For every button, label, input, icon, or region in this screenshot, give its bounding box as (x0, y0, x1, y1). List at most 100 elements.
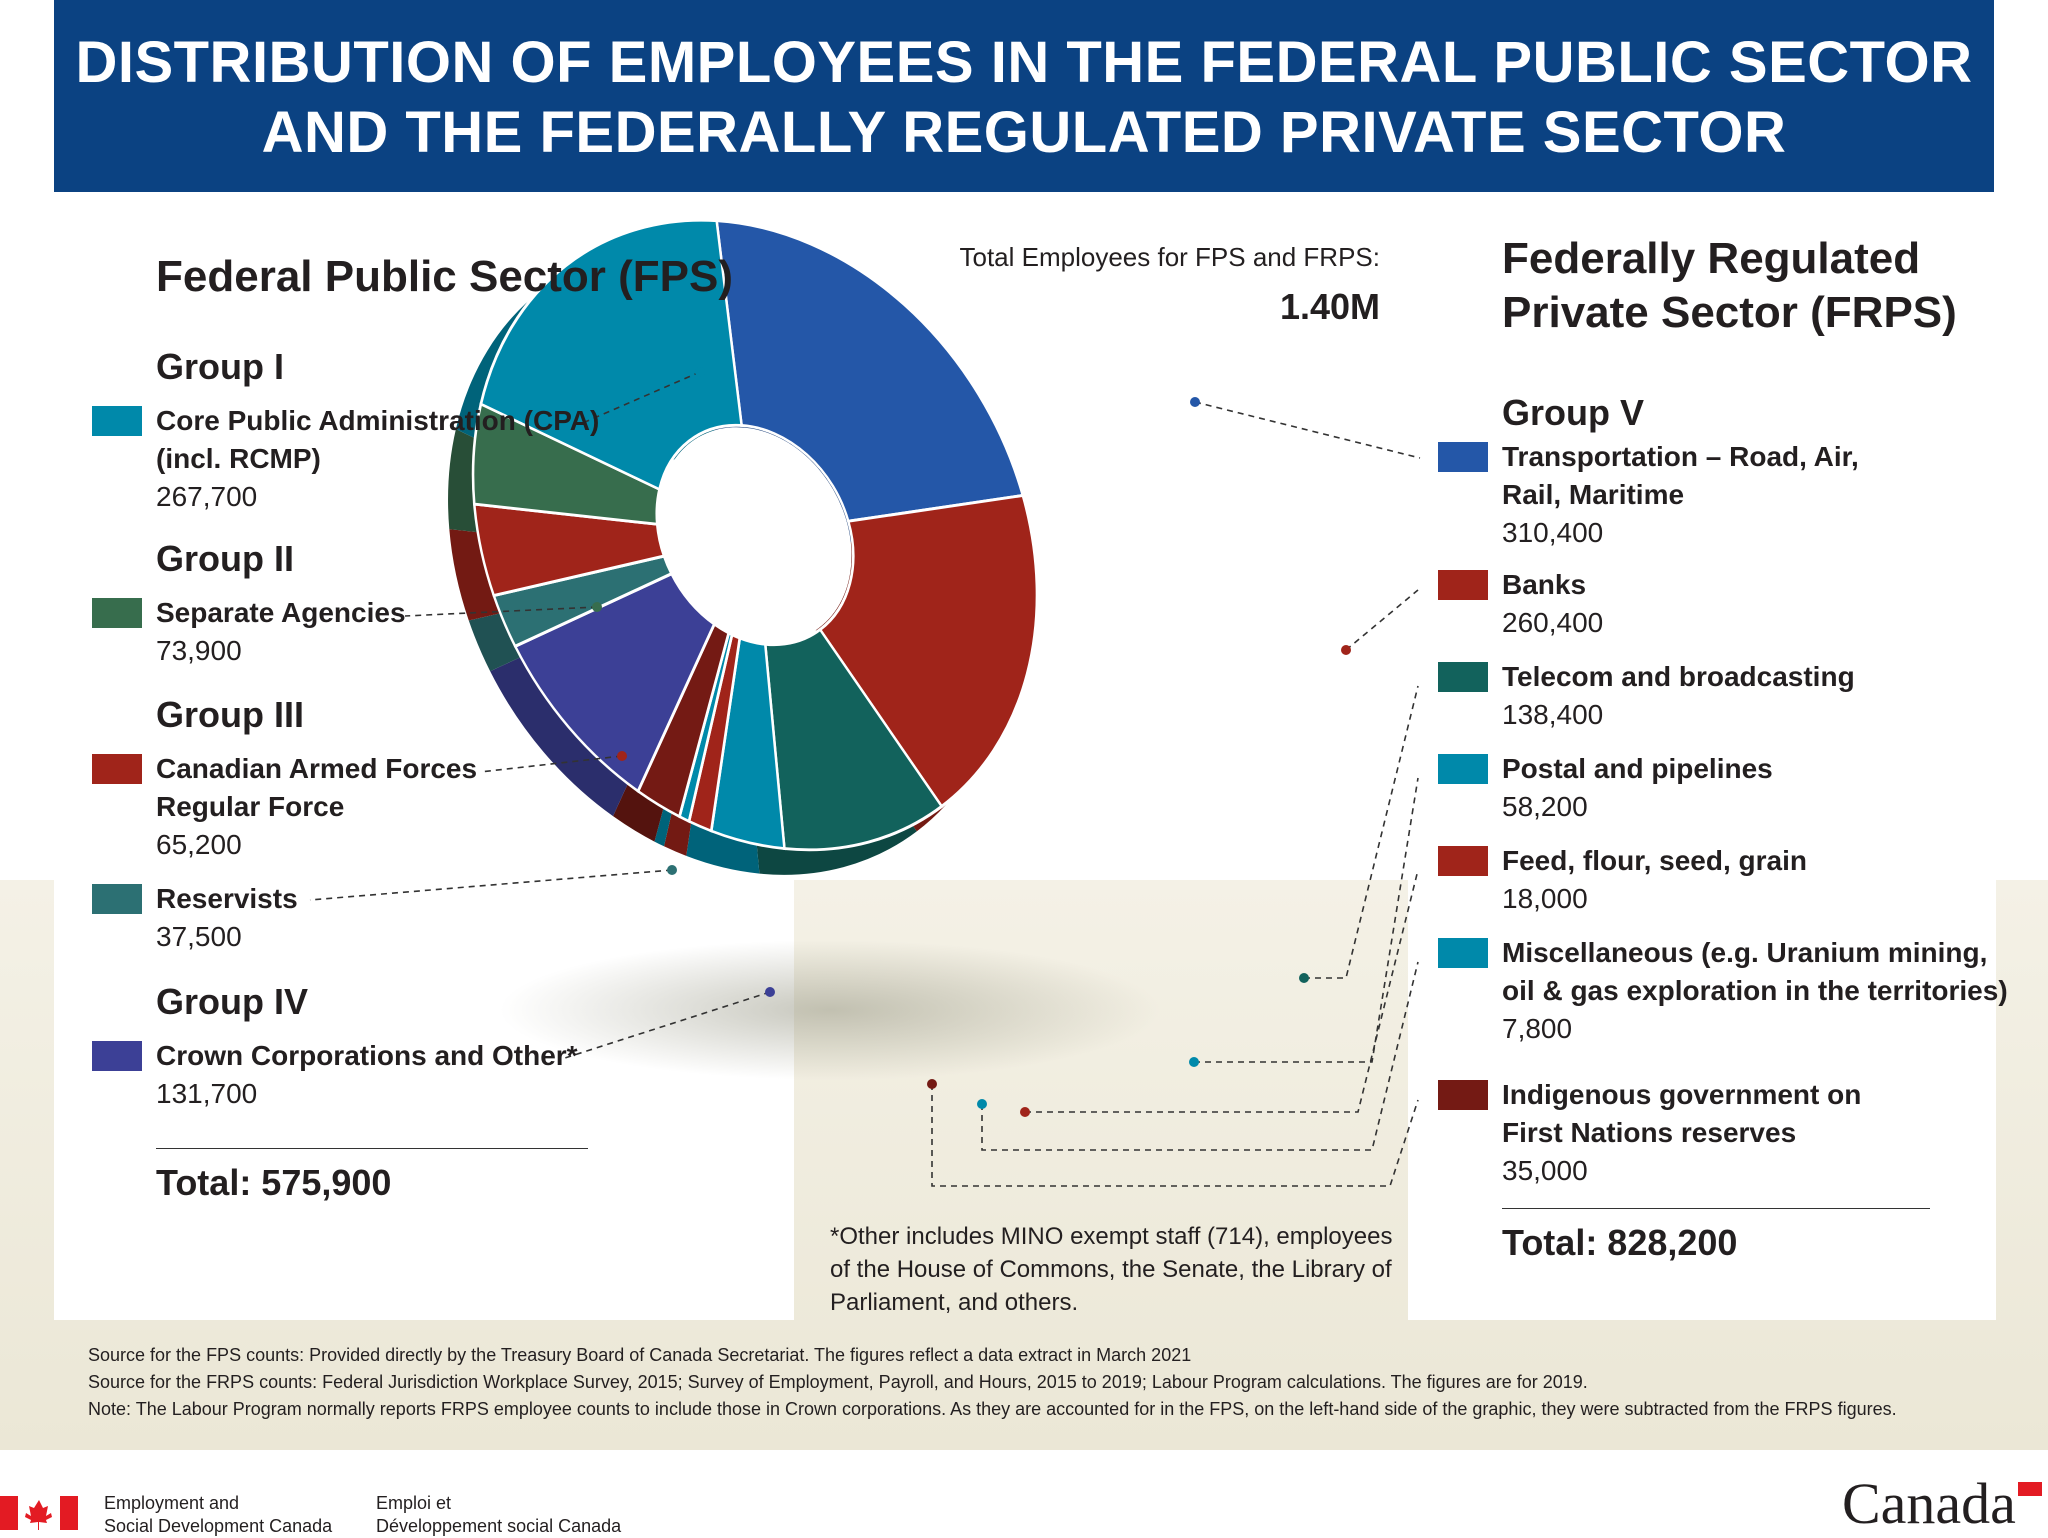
leader-dot (1020, 1107, 1030, 1117)
total-employees: Total Employees for FPS and FRPS: 1.40M (900, 238, 1380, 328)
legend-swatch (92, 1041, 142, 1071)
legend-label: Banks (1502, 569, 1587, 600)
group-heading: Group II (156, 538, 294, 579)
leader-line (564, 991, 771, 1059)
legend-label: Feed, flour, seed, grain (1502, 845, 1807, 876)
dept-en-line: Social Development Canada (104, 1516, 333, 1536)
department-name-en: Employment and Social Development Canada (104, 1492, 332, 1538)
legend-label: Miscellaneous (e.g. Uranium mining, (1502, 937, 1988, 968)
page-title-line-2: AND THE FEDERALLY REGULATED PRIVATE SECT… (261, 100, 1787, 165)
leader-line (1025, 869, 1419, 1113)
fps-heading: Federal Public Sector (FPS) (156, 252, 734, 301)
legend-swatch (1438, 1080, 1488, 1110)
legend-value: 310,400 (1502, 517, 1604, 548)
leader-line (1345, 589, 1419, 651)
source-frps: Source for the FRPS counts: Federal Juri… (88, 1372, 1588, 1392)
footnote: *Other includes MINO exempt staff (714),… (830, 1220, 1392, 1319)
leader-dot (977, 1099, 987, 1109)
chart-shadow (500, 940, 1160, 1080)
donut-slice (818, 493, 1039, 809)
total-employees-value: 1.40M (1279, 286, 1380, 327)
source-note: Note: The Labour Program normally report… (88, 1399, 1897, 1419)
donut-slice (715, 219, 1025, 523)
legend-value: 18,000 (1502, 883, 1588, 914)
legend-label: Canadian Armed Forces (156, 753, 478, 784)
legend-value: 260,400 (1502, 607, 1604, 638)
leader-line (1304, 685, 1419, 979)
legend-swatch (1438, 938, 1488, 968)
leader-dot (1190, 397, 1200, 407)
frps-total: Total: 828,200 (1502, 1222, 1738, 1263)
legend-swatch (1438, 442, 1488, 472)
legend-value: 58,200 (1502, 791, 1588, 822)
footnote-line: Parliament, and others. (830, 1289, 1079, 1316)
legend-label: oil & gas exploration in the territories… (1502, 975, 2008, 1006)
legend-label: First Nations reserves (1502, 1117, 1797, 1148)
legend-swatch (92, 754, 142, 784)
leader-dot (592, 602, 602, 612)
legend-swatch (1438, 846, 1488, 876)
total-employees-label: Total Employees for FPS and FRPS: (959, 242, 1380, 272)
legend-label: Core Public Administration (CPA) (156, 405, 600, 436)
canada-wordmark: Canada (1842, 1471, 2016, 1536)
leader-dot (695, 367, 705, 377)
frps-divider (1502, 1208, 1930, 1209)
legend-label: Transportation – Road, Air, (1502, 441, 1859, 472)
legend-value: 35,000 (1502, 1155, 1588, 1186)
leader-line (584, 371, 701, 423)
wordmark-flag-icon (2018, 1482, 2042, 1496)
canada-flag-icon (0, 1496, 78, 1530)
legend-label: Separate Agencies (156, 597, 406, 628)
legend-value: 73,900 (156, 635, 242, 666)
legend-swatch (1438, 570, 1488, 600)
legend-value: 267,700 (156, 481, 258, 512)
leader-line (1194, 401, 1421, 459)
leader-dot (1299, 973, 1309, 983)
frps-heading: Federally Regulated Private Sector (FRPS… (1502, 232, 1957, 340)
source-fps: Source for the FPS counts: Provided dire… (88, 1345, 1192, 1365)
dept-en-line: Employment and (104, 1493, 240, 1513)
leader-dot (927, 1079, 937, 1089)
sources: Source for the FPS counts: Provided dire… (88, 1342, 1897, 1423)
leader-dot (1341, 645, 1351, 655)
frps-heading-line-2: Private Sector (FRPS) (1502, 288, 1957, 337)
legend-swatch (92, 598, 142, 628)
page-title-line-1: DISTRIBUTION OF EMPLOYEES IN THE FEDERAL… (75, 30, 1973, 95)
frps-panel (1408, 160, 1996, 1320)
legend-swatch (1438, 662, 1488, 692)
legend-value: 37,500 (156, 921, 242, 952)
legend-label: Regular Force (156, 791, 345, 822)
group-heading: Group I (156, 346, 284, 387)
title-banner: DISTRIBUTION OF EMPLOYEES IN THE FEDERAL… (54, 0, 1994, 192)
leader-dot (667, 865, 677, 875)
donut-slice (763, 627, 944, 852)
legend-value: 65,200 (156, 829, 242, 860)
leader-line (1194, 777, 1419, 1063)
leader-line (479, 755, 623, 773)
leader-dot (617, 751, 627, 761)
leader-line (981, 961, 1419, 1151)
leader-dot (765, 987, 775, 997)
dept-fr-line: Emploi et (376, 1493, 452, 1513)
legend-value: 131,700 (156, 1078, 258, 1109)
legend-label: Postal and pipelines (1502, 753, 1773, 784)
legend-label: (incl. RCMP) (156, 443, 321, 474)
footnote-line: *Other includes MINO exempt staff (714),… (830, 1223, 1393, 1250)
legend-label: Telecom and broadcasting (1502, 661, 1855, 692)
frps-heading-line-1: Federally Regulated (1502, 234, 1921, 283)
donut-slice (479, 218, 744, 492)
donut-hole (658, 427, 852, 643)
legend-label: Reservists (156, 883, 298, 914)
legend-value: 7,800 (1502, 1013, 1573, 1044)
legend-value: 138,400 (1502, 699, 1604, 730)
legend-label: Indigenous government on (1502, 1079, 1862, 1110)
legend-label: Crown Corporations and Other* (156, 1040, 578, 1071)
leader-dot (1189, 1057, 1199, 1067)
fps-divider (156, 1148, 588, 1149)
department-name-fr: Emploi et Développement social Canada (376, 1492, 621, 1538)
leader-line (931, 1084, 1419, 1187)
legend-swatch (1438, 754, 1488, 784)
footnote-line: of the House of Commons, the Senate, the… (830, 1256, 1392, 1283)
legend-label: Rail, Maritime (1502, 479, 1685, 510)
